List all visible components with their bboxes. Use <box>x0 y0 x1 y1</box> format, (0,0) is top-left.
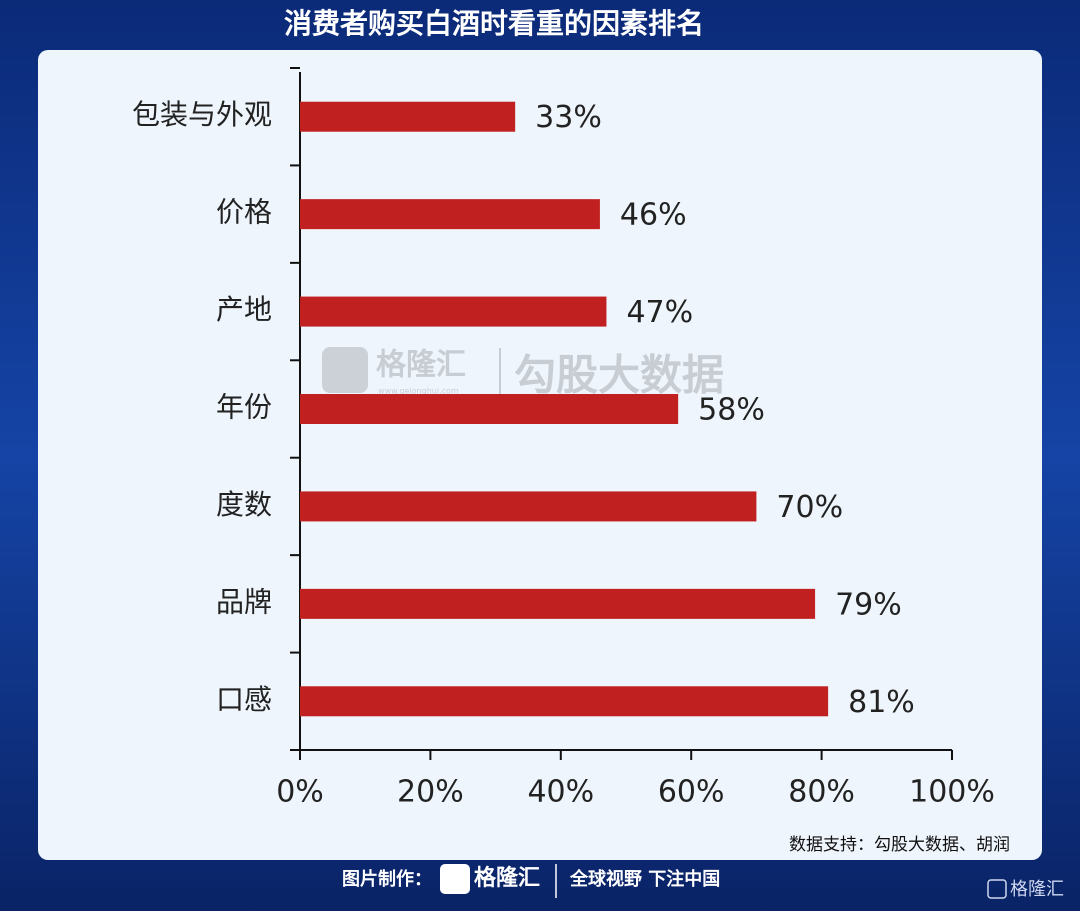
x-tick-label: 100% <box>909 775 995 810</box>
value-label: 58% <box>698 393 765 428</box>
bar <box>300 101 516 132</box>
corner-brand: 格隆汇 <box>1010 879 1064 900</box>
footer-logo <box>440 864 470 894</box>
panel <box>38 50 1042 860</box>
bar <box>300 686 829 717</box>
x-tick-label: 80% <box>788 775 855 810</box>
value-label: 81% <box>848 685 915 720</box>
bar <box>300 296 607 327</box>
value-label: 70% <box>776 490 843 525</box>
watermark-brand: 格隆汇 <box>376 348 466 383</box>
source-note: 数据支持：勾股大数据、胡润 <box>789 835 1010 855</box>
x-tick-label: 20% <box>397 775 464 810</box>
value-label: 46% <box>620 198 687 233</box>
y-tick-label: 度数 <box>216 488 272 521</box>
page-title: 消费者购买白酒时看重的因素排名 <box>284 7 704 40</box>
y-tick-label: 价格 <box>216 196 272 229</box>
y-tick-label: 年份 <box>216 391 272 424</box>
watermark-source: 勾股大数据 <box>514 351 724 400</box>
x-tick-label: 40% <box>527 775 594 810</box>
footer-made-by: 图片制作： <box>342 868 432 890</box>
value-label: 47% <box>626 295 693 330</box>
y-tick-label: 包装与外观 <box>132 98 272 131</box>
value-label: 79% <box>835 587 902 622</box>
watermark: 格隆汇 www.gelonghui.com 勾股大数据 <box>322 347 724 405</box>
watermark-site: www.gelonghui.com <box>378 387 459 396</box>
bar <box>300 199 600 230</box>
y-tick-label: 产地 <box>216 293 272 326</box>
bar <box>300 394 679 424</box>
watermark-logo <box>322 347 368 393</box>
x-tick-label: 0% <box>276 775 324 810</box>
corner-logo <box>987 879 1007 899</box>
footer-brand: 格隆汇 <box>474 865 540 891</box>
bar <box>300 491 757 522</box>
x-tick-label: 60% <box>658 775 725 810</box>
y-tick-label: 品牌 <box>216 585 272 618</box>
y-tick-label: 口感 <box>216 683 272 716</box>
footer-slogan: 全球视野 下注中国 <box>569 868 720 890</box>
value-label: 33% <box>535 100 602 135</box>
bar <box>300 588 816 619</box>
